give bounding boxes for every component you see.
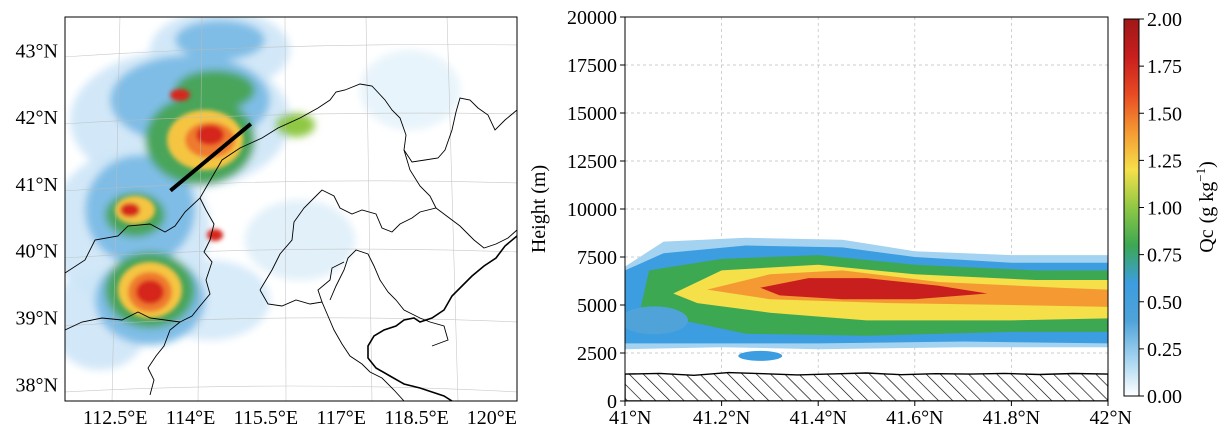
y-tick-label: 10000	[567, 199, 617, 221]
x-tick-label: 41°N	[609, 407, 651, 429]
map-gridlines	[65, 17, 517, 401]
colorbar-tick-label: 0.00	[1147, 386, 1182, 408]
map-x-tick-labels: 112.5°E 114°E 115.5°E 117°E 118.5°E 120°E	[83, 407, 517, 429]
y-tick-label: 0	[607, 391, 617, 413]
colorbar-tick-label: 1.75	[1147, 56, 1182, 78]
colorbar-tick-labels: 0.00 0.25 0.50 0.75 1.00 1.25 1.50 1.75 2.00	[1139, 9, 1182, 408]
map-y-tick-label: 39°N	[16, 308, 58, 330]
colorbar-tick-label: 1.25	[1147, 150, 1182, 172]
map-x-tick-label: 115.5°E	[234, 407, 298, 429]
y-tick-label: 17500	[567, 55, 617, 77]
y-tick-label: 5000	[577, 295, 617, 317]
x-tick-label: 41.2°N	[693, 407, 750, 429]
x-tick-label: 41.4°N	[789, 407, 846, 429]
map-y-tick-label: 38°N	[16, 374, 58, 396]
y-tick-label: 20000	[567, 7, 617, 29]
colorbar-label: Qc(g kg−1)	[1193, 161, 1218, 253]
colorbar-gradient	[1123, 18, 1140, 397]
map-y-tick-label: 43°N	[16, 40, 58, 62]
colorbar-tick-label: 1.50	[1147, 103, 1182, 125]
cloud-patch-left	[625, 306, 688, 335]
province-boundaries	[65, 83, 517, 401]
colorbar-tick-label: 1.00	[1147, 198, 1182, 220]
map-x-tick-label: 120°E	[467, 407, 517, 429]
map-y-tick-label: 40°N	[16, 241, 58, 263]
cross-section-panel: 41°N 41.2°N 41.4°N 41.6°N 41.8°N 42°N 0 2500 50…	[528, 7, 1132, 429]
map-x-tick-label: 112.5°E	[83, 407, 147, 429]
map-y-tick-labels: 38°N 39°N 40°N 41°N 42°N 43°N	[16, 40, 58, 396]
cloud-water-field	[65, 17, 460, 370]
cloud-patch-low	[738, 350, 783, 361]
colorbar-tick-label: 2.00	[1147, 9, 1182, 31]
y-axis-label: Height (m)	[528, 165, 550, 253]
map-x-tick-label: 117°E	[316, 407, 365, 429]
cloud-water-cross-section	[625, 237, 1108, 361]
y-tick-label: 7500	[577, 247, 617, 269]
colorbar-tick-label: 0.50	[1147, 292, 1182, 314]
cross-section-y-tick-labels: 0 2500 5000 7500 10000 12500 15000 17500 20000	[567, 7, 625, 413]
map-y-tick-label: 41°N	[16, 174, 58, 196]
cross-section-line	[169, 122, 253, 193]
colorbar: 0.00 0.25 0.50 0.75 1.00 1.25 1.50 1.75 2.00 Qc(…	[1123, 9, 1218, 408]
y-tick-label: 12500	[567, 151, 617, 173]
y-tick-label: 15000	[567, 103, 617, 125]
colorbar-tick-label: 0.75	[1147, 245, 1182, 267]
x-tick-label: 41.6°N	[886, 407, 943, 429]
map-x-tick-label: 114°E	[166, 407, 215, 429]
map-panel: 112.5°E 114°E 115.5°E 117°E 118.5°E 120°E 38°…	[16, 16, 518, 429]
x-tick-label: 41.8°N	[983, 407, 1040, 429]
map-y-tick-label: 42°N	[16, 107, 58, 129]
cross-section-x-tick-labels: 41°N 41.2°N 41.4°N 41.6°N 41.8°N 42°N	[609, 401, 1132, 429]
y-tick-label: 2500	[577, 343, 617, 365]
coastline	[367, 235, 517, 401]
x-tick-label: 42°N	[1090, 407, 1132, 429]
cloud-band-core	[760, 278, 988, 300]
map-x-tick-label: 118.5°E	[384, 407, 448, 429]
terrain	[625, 371, 1108, 401]
colorbar-tick-label: 0.25	[1147, 339, 1182, 361]
